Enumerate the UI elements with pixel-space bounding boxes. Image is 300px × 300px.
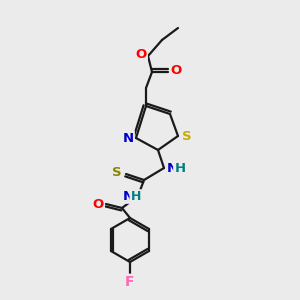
Text: H: H xyxy=(131,190,141,203)
Text: N: N xyxy=(122,190,134,202)
Text: H: H xyxy=(174,161,186,175)
Text: O: O xyxy=(92,197,104,211)
Text: O: O xyxy=(135,47,147,61)
Text: N: N xyxy=(167,161,178,175)
Text: F: F xyxy=(125,275,135,289)
Text: S: S xyxy=(112,167,122,179)
Text: N: N xyxy=(122,131,134,145)
Text: O: O xyxy=(170,64,182,77)
Text: S: S xyxy=(182,130,192,142)
